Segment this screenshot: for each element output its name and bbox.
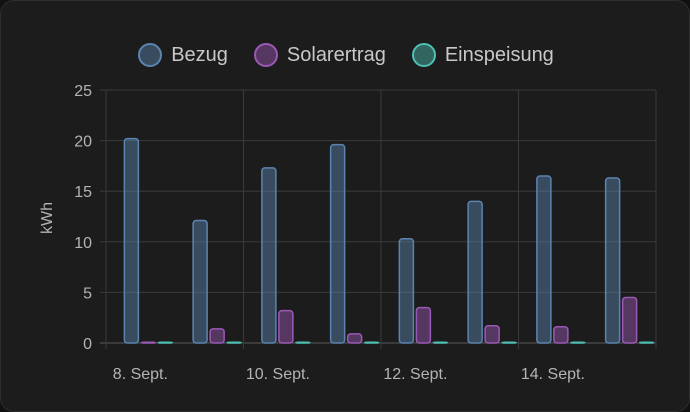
bar-solarertrag: [140, 341, 157, 344]
y-tick-label: 25: [74, 83, 92, 100]
bar-bezug: [398, 238, 415, 344]
bar-bezug: [123, 137, 140, 344]
legend-label-solarertrag: Solarertrag: [286, 43, 386, 66]
bar-bezug: [261, 167, 277, 344]
chart-grid: [100, 89, 657, 349]
bar-solarertrag: [415, 306, 432, 344]
bar-solarertrag: [553, 326, 569, 344]
bar-solarertrag: [209, 328, 225, 344]
bar-einspeisung: [432, 341, 449, 344]
y-tick-label: 20: [74, 134, 92, 151]
y-tick-label: 10: [74, 235, 92, 252]
bar-einspeisung: [226, 341, 242, 344]
bar-bezug: [604, 177, 621, 344]
x-tick-label: 14. Sept.: [521, 366, 585, 383]
bar-bezug: [329, 143, 346, 344]
bar-einspeisung: [363, 341, 380, 344]
legend-item-bezug[interactable]: Bezug: [138, 43, 228, 67]
x-tick-label: 12. Sept.: [383, 366, 447, 383]
chart-axes: 0 5 10 15 20 25 8. Sept. 10. Sept. 12. Sept. 14. …: [74, 83, 585, 383]
chart-bars: [123, 137, 655, 344]
legend-item-solarertrag[interactable]: Solarertrag: [253, 43, 386, 67]
bar-solarertrag: [278, 309, 294, 344]
legend-item-einspeisung[interactable]: Einspeisung: [411, 43, 554, 67]
bar-einspeisung: [295, 341, 311, 344]
legend-label-bezug: Bezug: [171, 43, 228, 66]
x-tick-label: 8. Sept.: [113, 366, 168, 383]
x-tick-label: 10. Sept.: [246, 366, 310, 383]
legend-label-einspeisung: Einspeisung: [444, 43, 554, 66]
y-axis-label: kWh: [39, 202, 56, 234]
bar-bezug: [467, 200, 483, 344]
bar-solarertrag: [484, 325, 500, 344]
y-tick-label: 15: [74, 184, 92, 201]
y-tick-label: 0: [83, 336, 92, 353]
bar-einspeisung: [501, 341, 517, 344]
legend-swatch-bezug: [138, 43, 163, 67]
bar-bezug: [192, 219, 208, 344]
legend-swatch-solarertrag: [253, 43, 278, 67]
bar-einspeisung: [638, 341, 655, 344]
bar-solarertrag: [346, 333, 363, 344]
legend-swatch-einspeisung: [411, 43, 436, 67]
chart-legend: Bezug Solarertrag Einspeisung: [1, 37, 690, 73]
bar-solarertrag: [621, 296, 638, 344]
y-tick-label: 5: [83, 285, 92, 302]
bar-einspeisung: [157, 341, 174, 344]
bar-bezug: [536, 175, 552, 344]
bar-einspeisung: [570, 341, 586, 344]
